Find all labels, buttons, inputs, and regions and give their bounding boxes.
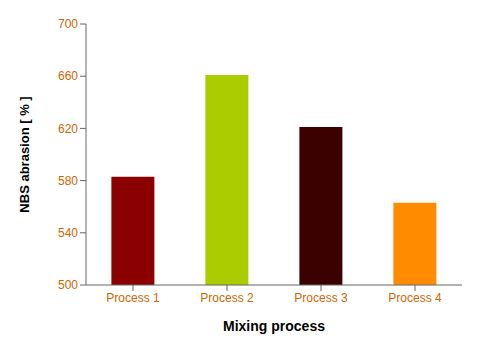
svg-text:Process 3: Process 3 [294, 291, 348, 305]
svg-text:620: 620 [58, 122, 78, 136]
svg-text:700: 700 [58, 17, 78, 31]
svg-text:NBS abrasion [ % ]: NBS abrasion [ % ] [17, 96, 32, 212]
svg-text:660: 660 [58, 69, 78, 83]
svg-text:Mixing process: Mixing process [223, 318, 325, 334]
svg-text:Process 2: Process 2 [200, 291, 254, 305]
svg-text:540: 540 [58, 226, 78, 240]
svg-text:Process 4: Process 4 [388, 291, 442, 305]
svg-text:580: 580 [58, 174, 78, 188]
svg-text:500: 500 [58, 278, 78, 292]
svg-text:Process 1: Process 1 [106, 291, 160, 305]
